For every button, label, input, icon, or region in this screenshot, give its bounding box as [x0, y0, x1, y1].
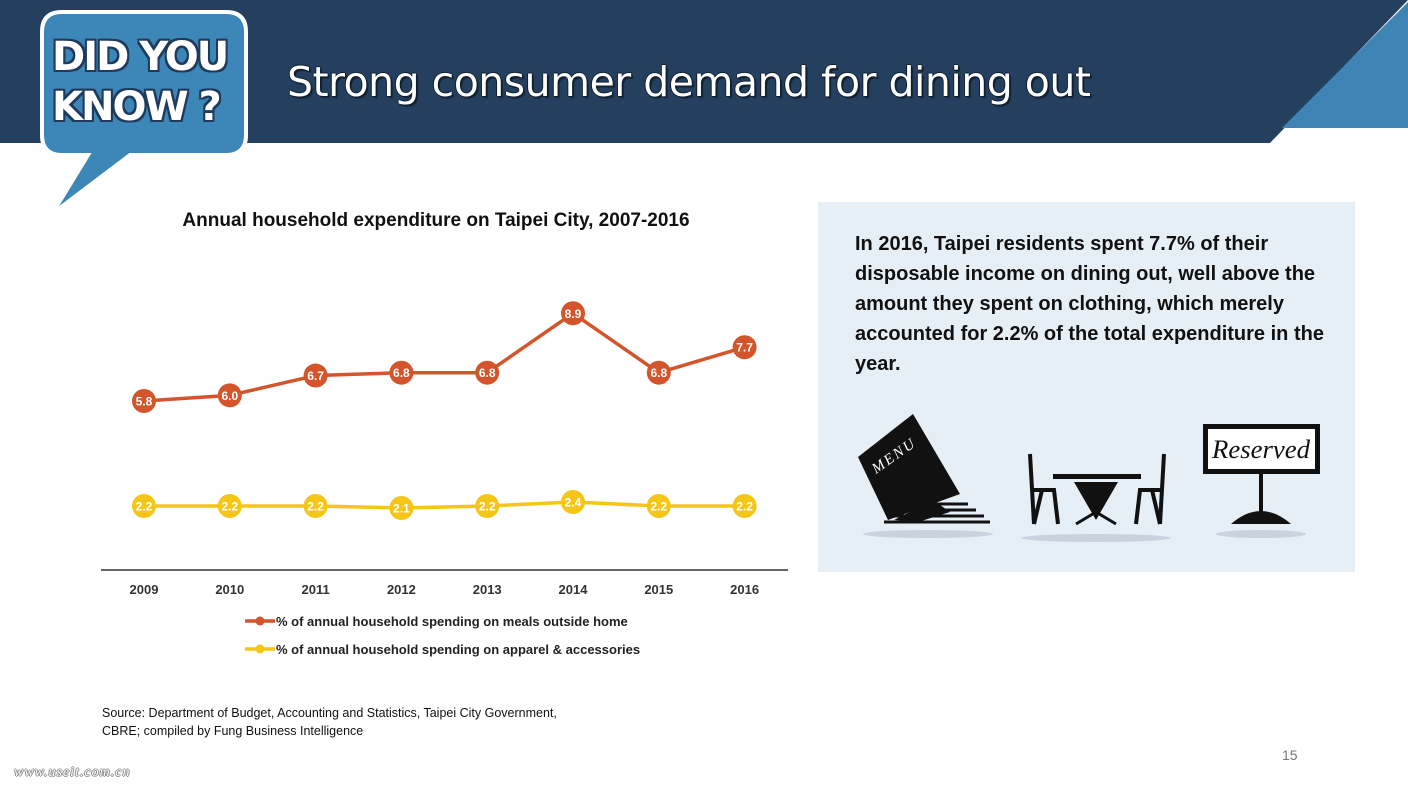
data-point: [389, 360, 414, 385]
data-point: [389, 496, 414, 520]
data-label: 2.4: [565, 496, 582, 510]
callout-line-2: KNOW ?: [52, 84, 222, 130]
info-panel: In 2016, Taipei residents spent 7.7% of …: [818, 202, 1355, 572]
data-label: 2.2: [307, 500, 324, 514]
data-point: [732, 494, 757, 518]
data-label: 2.2: [736, 500, 753, 514]
series-line: [143, 311, 746, 403]
legend-swatch-marker: [255, 644, 265, 654]
line-chart: 2009 2010 2011 2012 2013 2014 2015 2016 5.8 6.0 6…: [101, 301, 788, 657]
data-point: [303, 494, 328, 518]
reserved-sign-icon: Reserved: [1203, 424, 1320, 538]
legend-label: % of annual household spending on appare…: [276, 642, 640, 657]
data-point: [217, 383, 242, 408]
data-label: 6.8: [650, 366, 667, 380]
source-line-1: Source: Department of Budget, Accounting…: [102, 706, 557, 720]
data-point: [732, 335, 757, 360]
x-tick-label: 2012: [387, 582, 416, 597]
data-label: 6.8: [393, 366, 410, 380]
data-label: 6.7: [307, 369, 324, 383]
callout-line-1: DID YOU: [52, 34, 229, 80]
page-title: Strong consumer demand for dining out: [287, 58, 1091, 106]
legend-swatch-marker: [255, 616, 265, 626]
data-label: 7.7: [736, 341, 753, 355]
data-point: [132, 494, 156, 518]
data-label: 2.2: [650, 500, 667, 514]
source-note: Source: Department of Budget, Accounting…: [102, 704, 557, 740]
reserved-sign-label: Reserved: [1211, 435, 1311, 464]
x-tick-label: 2016: [730, 582, 759, 597]
data-point: [217, 494, 242, 518]
source-line-2: CBRE; compiled by Fung Business Intellig…: [102, 724, 364, 738]
x-tick-label: 2013: [473, 582, 502, 597]
did-you-know-callout: [40, 10, 248, 216]
x-tick-label: 2015: [644, 582, 673, 597]
data-point: [303, 363, 328, 388]
data-label: 2.2: [221, 500, 238, 514]
watermark: www.useit.com.cn: [14, 765, 131, 780]
data-label: 2.1: [393, 502, 410, 516]
legend-label: % of annual household spending on meals …: [276, 614, 628, 629]
data-label: 5.8: [136, 395, 153, 409]
page-number: 15: [1282, 747, 1298, 763]
data-label: 6.0: [221, 389, 238, 403]
data-label: 6.8: [479, 366, 496, 380]
data-point: [132, 389, 156, 413]
chart-title: Annual household expenditure on Taipei C…: [182, 210, 690, 231]
data-label: 2.2: [136, 500, 153, 514]
x-tick-label: 2010: [215, 582, 244, 597]
info-text: In 2016, Taipei residents spent 7.7% of …: [855, 233, 1324, 375]
series-line: [144, 500, 745, 510]
data-point: [646, 360, 671, 385]
data-point: [475, 494, 500, 518]
x-tick-label: 2009: [130, 582, 159, 597]
data-label: 2.2: [479, 500, 496, 514]
table-chairs-icon: [1021, 453, 1171, 542]
x-tick-label: 2014: [559, 582, 589, 597]
dining-icons: MENU Reserved: [858, 414, 1320, 542]
x-tick-label: 2011: [301, 582, 329, 597]
data-point: [646, 494, 671, 518]
data-label: 8.9: [565, 307, 582, 321]
data-point: [561, 301, 585, 326]
menu-icon: MENU: [858, 414, 993, 538]
data-point: [561, 490, 585, 514]
data-point: [475, 360, 500, 385]
